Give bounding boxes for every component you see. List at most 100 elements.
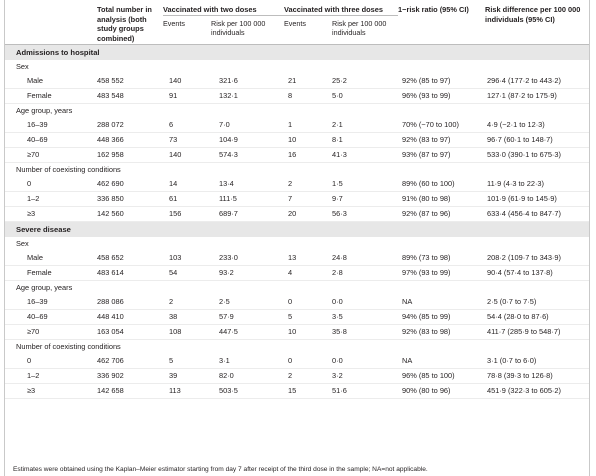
header-empty-2 [5, 15, 97, 44]
cell-risk-difference: 96·7 (60·1 to 148·7) [487, 134, 553, 144]
cell-risk-three: 8·1 [332, 134, 343, 144]
cell-risk-ratio: 93% (87 to 97) [402, 149, 451, 159]
cell-total: 142 658 [97, 385, 124, 395]
cell-risk-two: 7·0 [219, 119, 230, 129]
cell-risk-three: 2·1 [332, 119, 343, 129]
group-header-row: Sex [5, 60, 589, 74]
cell-risk-two: 93·2 [219, 267, 234, 277]
cell-total: 483 614 [97, 267, 124, 277]
section-header-row: Severe disease [5, 221, 589, 237]
cell-risk-difference: 2·5 (0·7 to 7·5) [487, 296, 537, 306]
cell-risk-difference: 633·4 (456·4 to 847·7) [487, 208, 561, 218]
header-row-2: Events Risk per 100 000 individuals Even… [5, 15, 589, 44]
cell-events-two: 6 [169, 119, 174, 129]
table-body: Admissions to hospital Sex Male 458 552 140 3… [5, 44, 589, 398]
cell-risk-three: 56·3 [332, 208, 347, 218]
row-label: 0 [27, 178, 32, 188]
cell-risk-ratio: NA [402, 355, 413, 365]
cell-risk-difference: 533·0 (390·1 to 675·3) [487, 149, 561, 159]
cell-risk-difference: 3·1 (0·7 to 6·0) [487, 355, 537, 365]
cell-events-three: 0 [288, 296, 293, 306]
header-empty [5, 0, 97, 15]
cell-events-three: 1 [288, 119, 293, 129]
row-label: ≥70 [27, 149, 40, 159]
cell-risk-difference: 451·9 (322·3 to 605·2) [487, 385, 561, 395]
group-title: Number of coexisting conditions [16, 164, 121, 174]
cell-total: 288 072 [97, 119, 124, 129]
cell-total: 483 548 [97, 90, 124, 100]
cell-total: 458 552 [97, 75, 124, 85]
cell-events-two: 91 [169, 90, 178, 100]
header-risk-difference: Risk difference per 100 000 individuals … [485, 5, 581, 24]
cell-total: 336 902 [97, 370, 124, 380]
table-row: 40–69 448 366 73 104·9 10 8·1 92% (83 to 97) 96… [5, 132, 589, 147]
cell-risk-two: 2·5 [219, 296, 230, 306]
cell-events-two: 2 [169, 296, 174, 306]
cell-risk-difference: 208·2 (109·7 to 343·9) [487, 252, 561, 262]
row-label: 16–39 [27, 296, 48, 306]
cell-risk-two: 57·9 [219, 311, 234, 321]
cell-events-three: 16 [288, 149, 297, 159]
cell-risk-ratio: 92% (85 to 97) [402, 75, 451, 85]
header-three-doses: Vaccinated with three doses [284, 0, 399, 16]
cell-risk-difference: 4·9 (−2·1 to 12·3) [487, 119, 545, 129]
cell-risk-difference: 296·4 (177·2 to 443·2) [487, 75, 561, 85]
cell-risk-three: 1·5 [332, 178, 343, 188]
cell-risk-two: 111·5 [219, 193, 237, 203]
cell-risk-two: 132·1 [219, 90, 238, 100]
table-row: ≥70 162 958 140 574·3 16 41·3 93% (87 to 97) 53… [5, 147, 589, 162]
cell-total: 462 690 [97, 178, 124, 188]
cell-risk-two: 104·9 [219, 134, 238, 144]
cell-risk-difference: 101·9 (61·9 to 145·9) [487, 193, 557, 203]
cell-events-three: 13 [288, 252, 297, 262]
cell-risk-difference: 54·4 (28·0 to 87·6) [487, 311, 549, 321]
row-label: Male [27, 252, 44, 262]
header-risk-three: Risk per 100 000 individuals [332, 18, 387, 37]
cell-events-three: 0 [288, 355, 293, 365]
cell-total: 162 958 [97, 149, 124, 159]
cell-events-two: 73 [169, 134, 178, 144]
cell-risk-ratio: 89% (73 to 98) [402, 252, 451, 262]
group-header-row: Number of coexisting conditions [5, 339, 589, 354]
cell-risk-ratio: 70% (−70 to 100) [402, 119, 459, 129]
cell-risk-three: 35·8 [332, 326, 347, 336]
cell-events-three: 15 [288, 385, 297, 395]
table-row: Male 458 652 103 233·0 13 24·8 89% (73 to 98) 2… [5, 251, 589, 265]
table-row: ≥3 142 560 156 689·7 20 56·3 92% (87 to 96) 633… [5, 206, 589, 221]
cell-total: 462 706 [97, 355, 124, 365]
cell-events-three: 5 [288, 311, 293, 321]
cell-risk-difference: 11·9 (4·3 to 22·3) [487, 178, 544, 188]
cell-risk-two: 233·0 [219, 252, 238, 262]
cell-events-three: 4 [288, 267, 293, 277]
header-events-three: Events [284, 18, 306, 28]
cell-total: 448 366 [97, 134, 124, 144]
cell-risk-two: 574·3 [219, 149, 238, 159]
cell-events-two: 140 [169, 149, 182, 159]
table-row: 0 462 690 14 13·4 2 1·5 89% (60 to 100) 11·9 (4… [5, 177, 589, 191]
cell-events-two: 108 [169, 326, 182, 336]
cell-risk-ratio: 91% (80 to 98) [402, 193, 451, 203]
cell-risk-ratio: 92% (83 to 97) [402, 134, 451, 144]
cell-total: 142 560 [97, 208, 124, 218]
row-label: 40–69 [27, 134, 48, 144]
cell-events-three: 2 [288, 370, 293, 380]
table-row: Male 458 552 140 321·6 21 25·2 92% (85 to 97) 2… [5, 74, 589, 88]
table-row: Female 483 614 54 93·2 4 2·8 97% (93 to 99) 90·… [5, 265, 589, 280]
cell-risk-difference: 78·8 (39·3 to 126·8) [487, 370, 553, 380]
header-risk-two: Risk per 100 000 individuals [211, 18, 266, 37]
row-label: ≥3 [27, 208, 36, 218]
cell-events-two: 5 [169, 355, 174, 365]
cell-total: 458 652 [97, 252, 124, 262]
cell-events-three: 7 [288, 193, 293, 203]
cell-events-two: 113 [169, 385, 181, 395]
header-total: Total number in analysis (both study gro… [97, 5, 152, 43]
cell-total: 288 086 [97, 296, 124, 306]
cell-risk-two: 503·5 [219, 385, 238, 395]
row-label: Female [27, 90, 52, 100]
cell-risk-three: 41·3 [332, 149, 347, 159]
cell-risk-three: 2·8 [332, 267, 343, 277]
row-label: Male [27, 75, 44, 85]
cell-risk-three: 24·8 [332, 252, 347, 262]
cell-events-three: 10 [288, 326, 297, 336]
row-label: ≥3 [27, 385, 36, 395]
